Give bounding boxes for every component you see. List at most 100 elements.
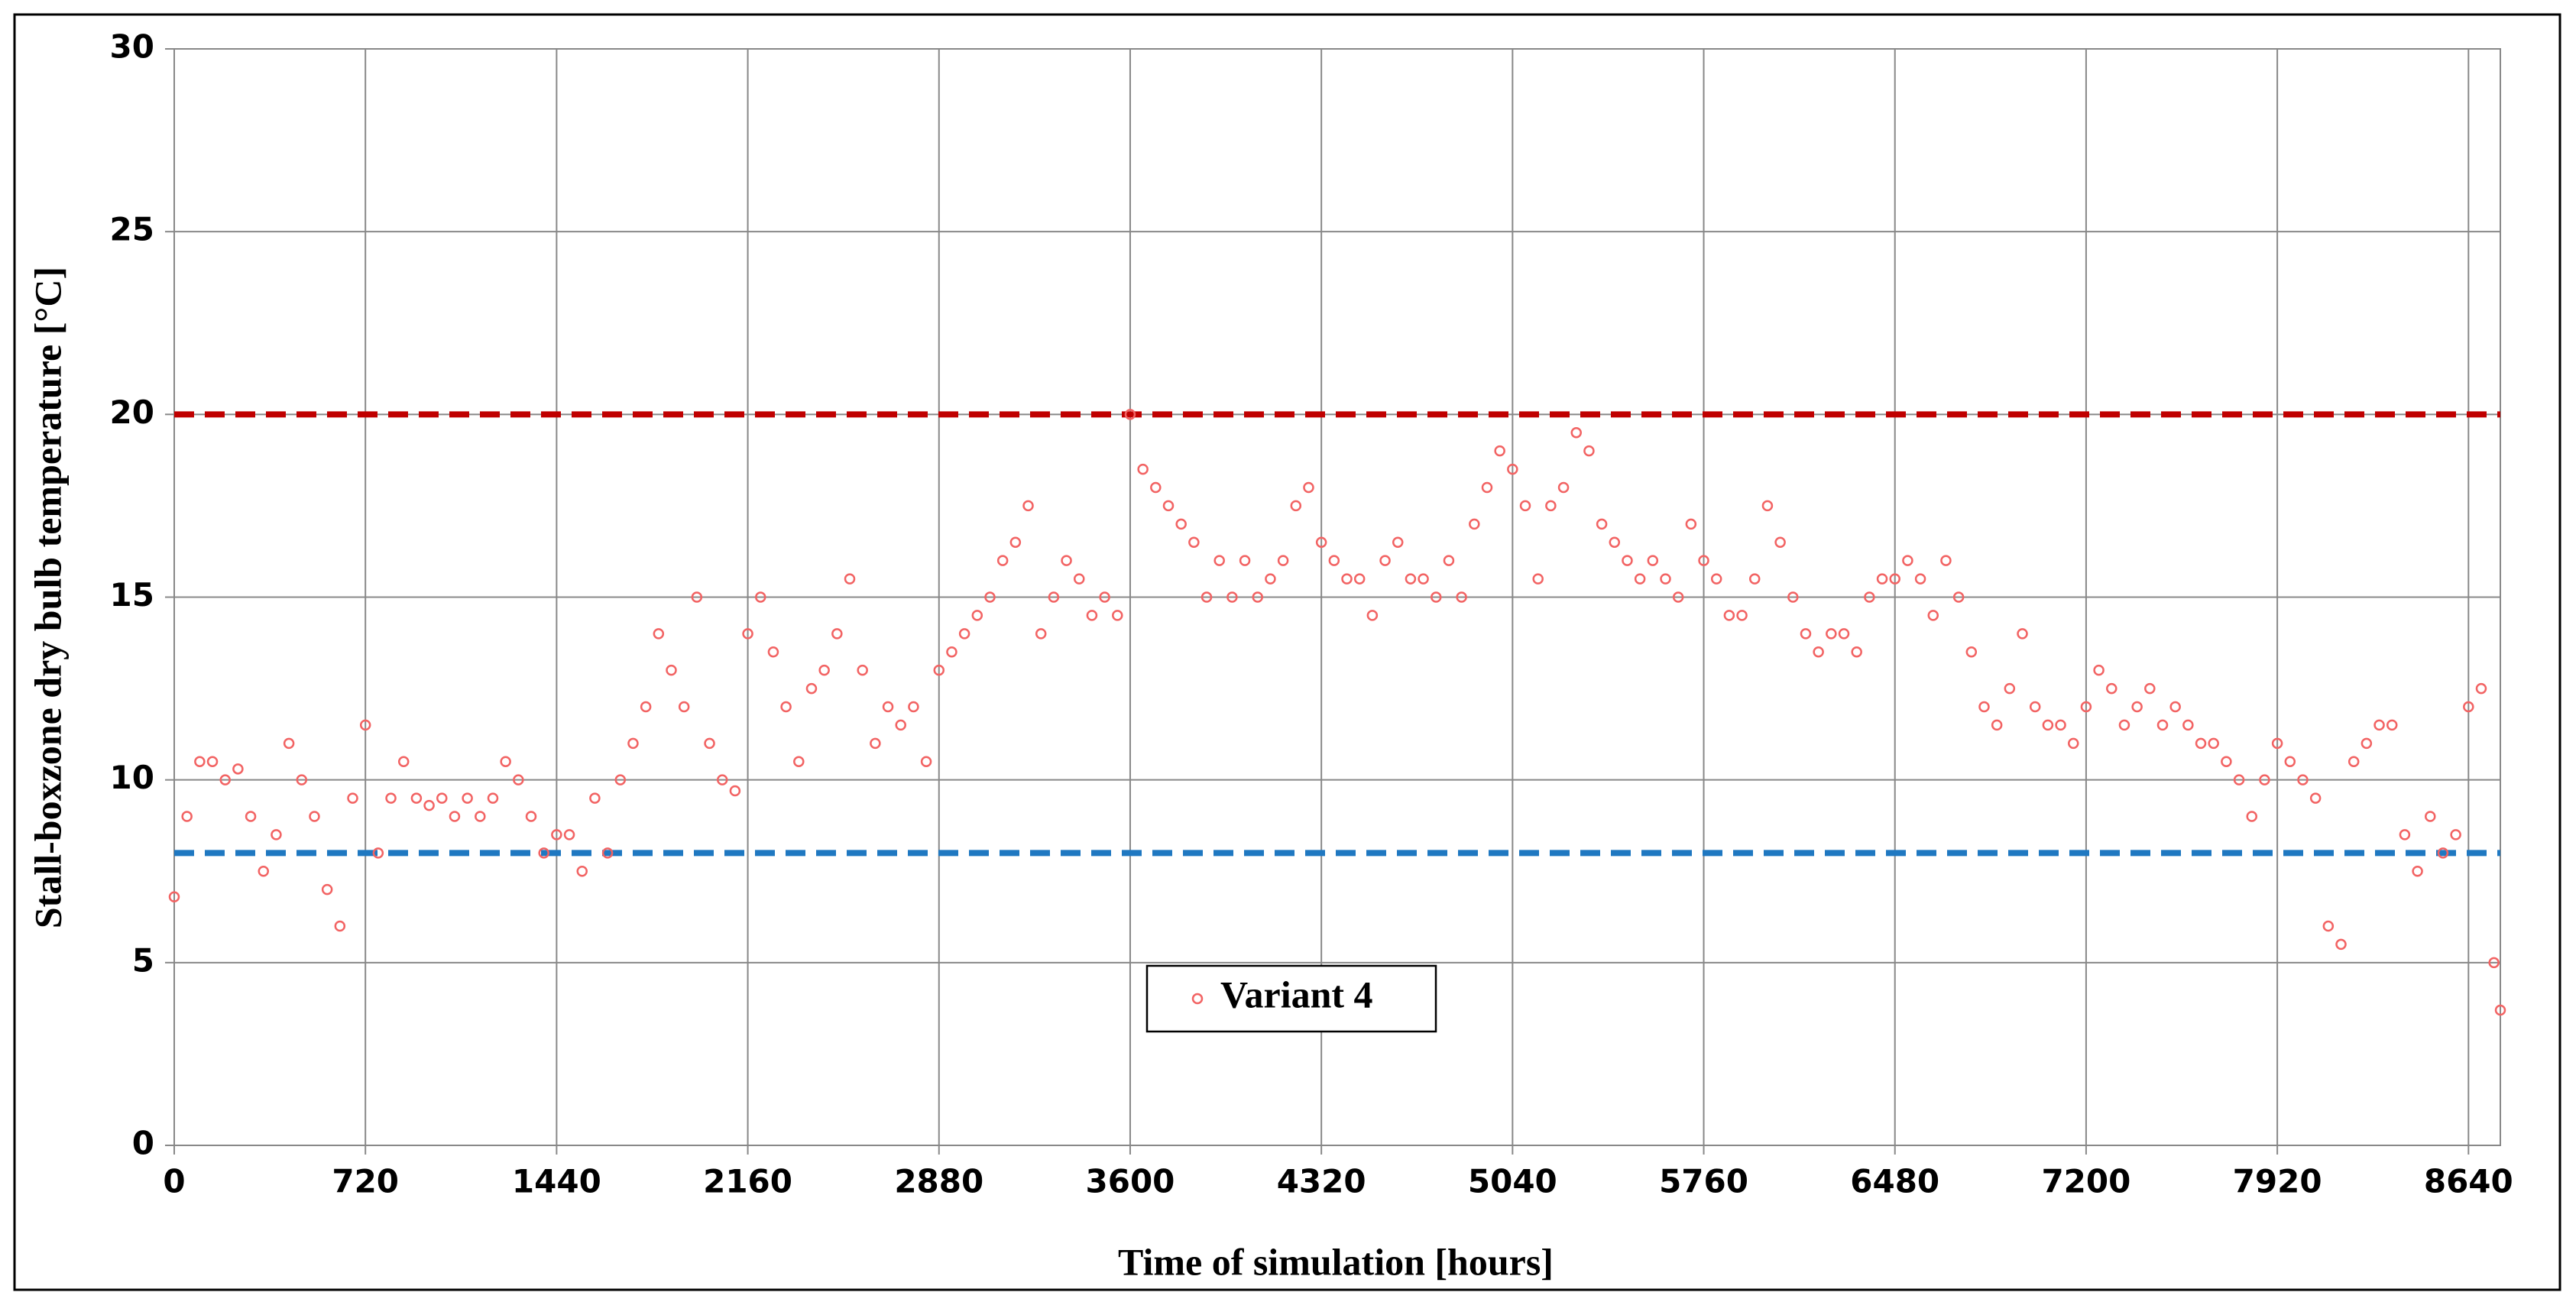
data-point	[1634, 573, 1646, 585]
data-point	[2017, 628, 2028, 640]
data-point	[1124, 409, 1136, 420]
data-point	[2309, 792, 2322, 804]
data-point	[627, 737, 639, 750]
data-point	[2450, 829, 2461, 840]
data-point	[2156, 719, 2169, 731]
data-point	[1353, 573, 1366, 585]
data-point	[2373, 719, 2385, 731]
y-tick-label: 0	[132, 1125, 154, 1162]
chart-border	[13, 13, 2561, 1291]
data-point	[691, 591, 703, 603]
data-point	[1596, 518, 1608, 530]
data-point	[206, 756, 219, 767]
data-point	[1685, 518, 1697, 530]
legend: Variant 4	[1145, 964, 1437, 1033]
data-point	[359, 719, 371, 731]
y-tick-label: 30	[110, 28, 154, 66]
data-point	[1826, 628, 1837, 640]
data-point	[449, 811, 461, 822]
data-point	[1099, 591, 1110, 603]
data-point	[1622, 555, 1633, 566]
data-point	[321, 883, 333, 896]
data-point	[2437, 847, 2449, 859]
data-point	[1991, 719, 2003, 731]
data-point	[500, 756, 511, 767]
data-point	[487, 792, 499, 804]
data-point	[1328, 555, 1340, 566]
data-point	[742, 628, 753, 640]
data-point	[1774, 536, 1786, 548]
data-point	[1710, 573, 1722, 585]
data-point	[2463, 701, 2474, 713]
data-point	[729, 785, 741, 797]
data-point	[971, 610, 983, 621]
data-point	[1672, 591, 1684, 603]
data-point	[2182, 719, 2194, 731]
data-point	[2335, 938, 2347, 951]
data-point	[513, 774, 524, 785]
y-tick-label: 15	[110, 576, 154, 614]
data-point	[475, 811, 486, 822]
data-point	[2029, 701, 2041, 713]
data-point	[258, 866, 270, 877]
data-point	[2131, 701, 2143, 713]
data-point	[563, 829, 575, 840]
data-point	[1073, 573, 1085, 585]
data-point	[1277, 555, 1289, 566]
y-tick-label: 20	[110, 394, 154, 431]
data-point	[1226, 591, 1238, 603]
data-point	[1940, 555, 1952, 566]
data-point	[1022, 500, 1034, 512]
data-point	[1418, 573, 1429, 585]
data-point	[410, 792, 423, 804]
data-point	[1303, 481, 1314, 494]
data-point	[2284, 756, 2296, 767]
data-point	[423, 799, 435, 811]
data-point	[1112, 610, 1123, 621]
data-point	[1086, 610, 1098, 621]
data-point	[1213, 555, 1225, 566]
data-point	[385, 792, 397, 804]
data-point	[551, 829, 562, 840]
data-point	[334, 920, 346, 932]
data-point	[589, 792, 601, 804]
data-point	[2425, 811, 2436, 822]
data-point	[1736, 610, 1748, 621]
data-point	[2042, 719, 2054, 731]
data-point	[1749, 573, 1761, 585]
data-point	[538, 847, 549, 859]
data-point	[996, 555, 1009, 566]
data-point	[2144, 682, 2156, 695]
data-point	[805, 682, 818, 695]
data-point	[1952, 591, 1965, 603]
data-point	[844, 573, 856, 585]
data-point	[1201, 591, 1213, 603]
data-point	[678, 701, 690, 713]
data-point	[2004, 682, 2016, 695]
x-tick-label: 1440	[512, 1163, 601, 1200]
data-point	[462, 792, 473, 804]
data-point	[2055, 719, 2066, 731]
data-point	[1265, 573, 1276, 585]
data-point	[704, 737, 715, 750]
data-point	[2080, 701, 2092, 713]
data-point	[2412, 866, 2423, 877]
data-point	[283, 737, 295, 750]
legend-label: Variant 4	[1220, 973, 1373, 1015]
data-point	[640, 701, 652, 713]
data-point	[1405, 573, 1417, 585]
data-point	[958, 628, 970, 640]
data-point	[984, 591, 996, 603]
data-point	[2488, 957, 2500, 969]
data-point	[653, 628, 665, 640]
data-point	[2348, 756, 2360, 767]
plot-frame	[173, 48, 2501, 1146]
data-point	[2106, 682, 2118, 695]
data-point	[1902, 555, 1913, 566]
x-tick-label: 5760	[1659, 1163, 1748, 1200]
data-point	[1889, 573, 1900, 585]
legend-box	[1145, 964, 1437, 1033]
data-point	[2399, 829, 2411, 840]
data-point	[818, 664, 830, 676]
data-point	[1379, 555, 1391, 566]
